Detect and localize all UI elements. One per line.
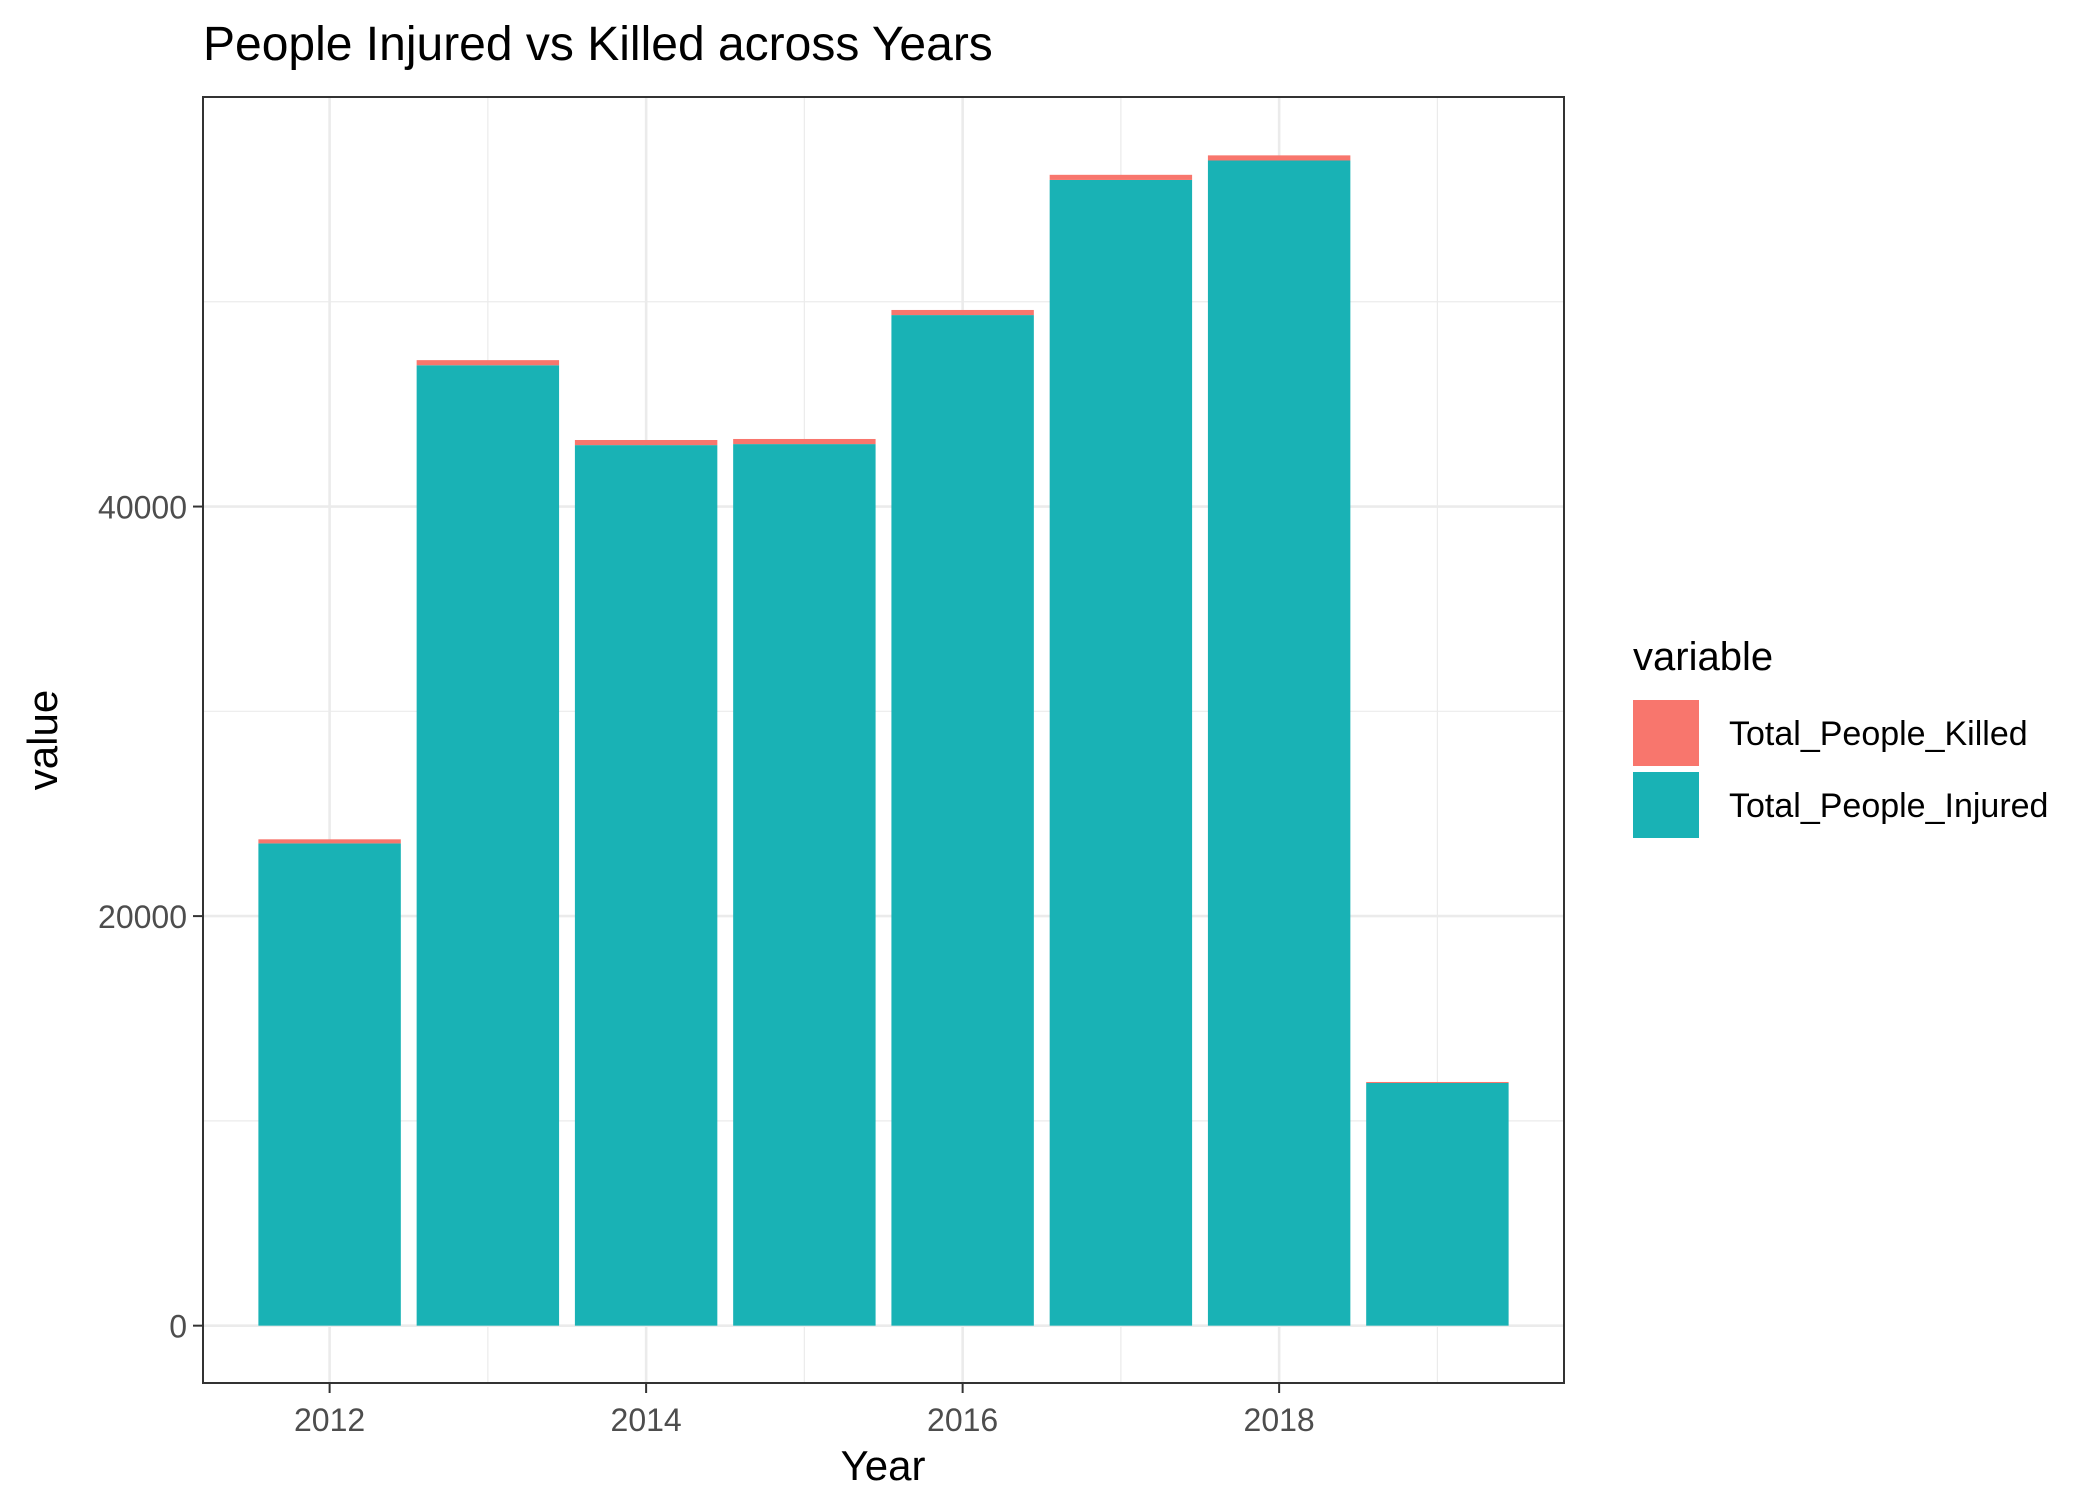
plot-panel-border — [202, 96, 1565, 1384]
x-axis-label: Year — [841, 1442, 926, 1489]
bar-Total_People_Injured-2012 — [258, 843, 401, 1326]
x-tick-label: 2016 — [927, 1402, 998, 1438]
legend-key-Total_People_Injured — [1633, 772, 1699, 838]
bar-Total_People_Injured-2014 — [574, 445, 718, 1326]
legend-label-Total_People_Injured: Total_People_Injured — [1729, 787, 2048, 825]
bar-Total_People_Killed-2016 — [891, 309, 1034, 316]
legend: variable Total_People_KilledTotal_People… — [1633, 635, 2048, 838]
bar-Total_People_Injured-2019 — [1366, 1083, 1509, 1326]
bar-Total_People_Injured-2013 — [416, 365, 560, 1326]
legend-title: variable — [1633, 635, 1773, 679]
chart-title: People Injured vs Killed across Years — [203, 18, 993, 71]
x-axis: 2012 2014 2016 2018 — [294, 1383, 1315, 1438]
bar-Total_People_Killed-2017 — [1049, 174, 1193, 180]
bar-Total_People_Killed-2018 — [1207, 155, 1351, 161]
x-tick-label: 2012 — [294, 1402, 365, 1438]
legend-key-Total_People_Killed — [1633, 700, 1699, 766]
x-tick-label: 2018 — [1244, 1402, 1315, 1438]
bar-Total_People_Killed-2019 — [1366, 1081, 1509, 1084]
plot-panel-background — [203, 97, 1564, 1383]
y-axis-label: value — [19, 690, 66, 790]
bar-Total_People_Killed-2013 — [416, 360, 560, 366]
y-tick-label: 0 — [169, 1309, 187, 1345]
y-axis: 0 20000 40000 — [98, 490, 203, 1345]
y-tick-label: 40000 — [98, 490, 187, 526]
bar-Total_People_Injured-2018 — [1207, 160, 1351, 1326]
legend-entries: Total_People_Killed Total_People_Injured — [1633, 700, 2048, 838]
bar-Total_People_Injured-2017 — [1049, 179, 1193, 1326]
bar-Total_People_Killed-2012 — [258, 839, 401, 844]
bar-Total_People_Injured-2016 — [891, 315, 1034, 1326]
legend-label-Total_People_Killed: Total_People_Killed — [1729, 715, 2028, 753]
bar-Total_People_Injured-2015 — [733, 444, 876, 1326]
plot-area — [202, 96, 1565, 1384]
bar-Total_People_Killed-2015 — [733, 438, 876, 445]
y-tick-label: 20000 — [98, 899, 187, 935]
x-tick-label: 2014 — [611, 1402, 682, 1438]
bars — [258, 155, 1509, 1326]
bar-Total_People_Killed-2014 — [574, 440, 718, 446]
